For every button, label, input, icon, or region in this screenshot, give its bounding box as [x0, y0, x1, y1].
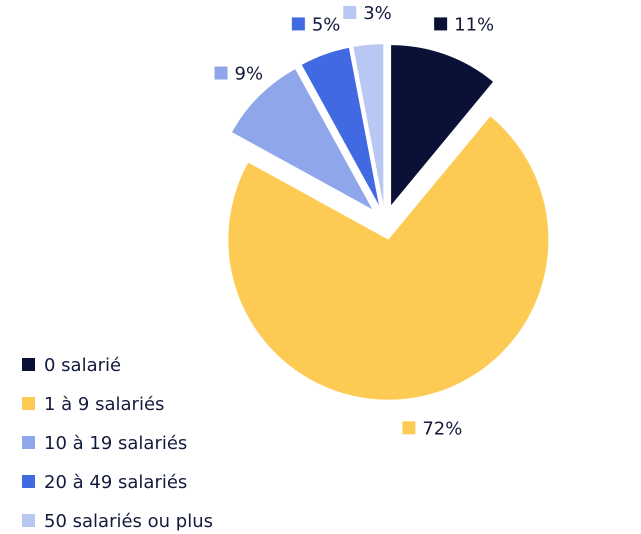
legend-label: 10 à 19 salariés [44, 433, 187, 454]
value-label: 9% [235, 64, 264, 85]
pie-slice [232, 69, 373, 210]
legend-swatch [22, 475, 35, 488]
legend-swatch [22, 436, 35, 449]
label-swatch [291, 17, 305, 31]
legend-label: 0 salarié [44, 355, 121, 376]
label-swatch [214, 66, 228, 80]
pie-slice [301, 47, 379, 206]
pie-slice [353, 44, 384, 205]
pie-slice [228, 116, 549, 400]
legend-label: 50 salariés ou plus [44, 511, 213, 532]
legend-label: 20 à 49 salariés [44, 472, 187, 493]
legend-swatch [22, 397, 35, 410]
value-label: 5% [312, 14, 341, 35]
legend-swatch [22, 514, 35, 527]
value-label: 3% [363, 3, 392, 24]
legend-swatch [22, 358, 35, 371]
legend-label: 1 à 9 salariés [44, 394, 164, 415]
label-swatch [402, 421, 416, 435]
value-label: 11% [454, 14, 494, 35]
pie-slice [391, 45, 494, 206]
label-swatch [434, 17, 448, 31]
value-label: 72% [422, 418, 462, 439]
label-swatch [343, 5, 357, 19]
